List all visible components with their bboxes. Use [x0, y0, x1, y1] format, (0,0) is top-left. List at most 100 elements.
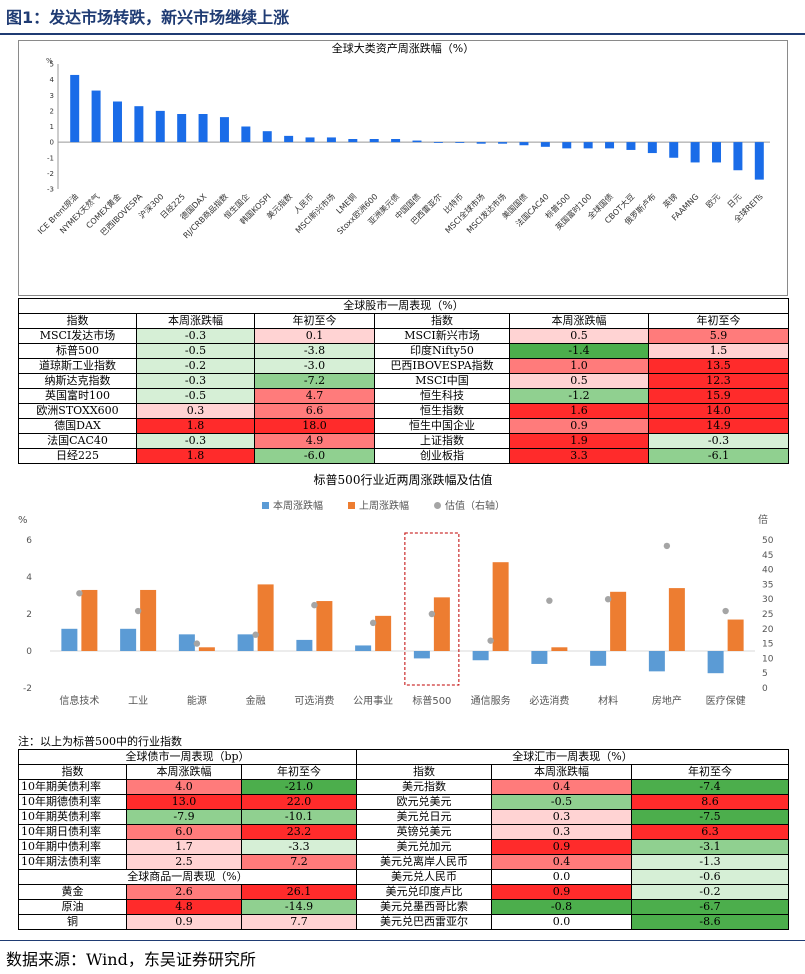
ytd-change: -7.4 [631, 779, 789, 795]
valuation-point [369, 619, 377, 627]
bar-this-week [413, 651, 430, 659]
bar [476, 142, 486, 144]
y-tick-label: 4 [26, 573, 32, 583]
valuation-point [428, 610, 436, 618]
bar [519, 142, 529, 146]
ytd-change: 1.5 [647, 343, 790, 359]
ytd-change: 23.2 [240, 824, 358, 840]
y-tick-label: -2 [23, 684, 32, 694]
ytd-change: 13.5 [647, 358, 790, 374]
fx-pair: 美元兑印度卢比 [356, 884, 492, 900]
index-name: 恒生中国企业 [374, 418, 510, 434]
bar [262, 131, 272, 143]
ytd-change: -6.7 [631, 899, 789, 915]
weekly-change: 0.5 [509, 373, 649, 389]
y2-tick-label: 45 [762, 551, 773, 561]
column-header: 年初至今 [631, 764, 789, 780]
fx-table: 全球汇市一周表现（%） 指数 本周涨跌幅 年初至今 美元指数 0.4 -7.4 欧元兑美元 -… [356, 749, 789, 930]
weekly-change: -0.3 [136, 433, 255, 449]
bar [540, 142, 550, 147]
bar-last-week [668, 588, 685, 651]
y2-tick-label: 40 [762, 566, 774, 576]
weekly-change: 1.0 [509, 358, 649, 374]
weekly-change: -0.5 [491, 794, 632, 810]
bar-this-week [648, 651, 665, 672]
table-row: 美元兑巴西雷亚尔 0.0 -8.6 [356, 914, 789, 930]
y-tick-label: 6 [26, 536, 32, 546]
fx-pair: 美元兑巴西雷亚尔 [356, 914, 492, 930]
bar [134, 106, 144, 143]
index-name: MSCI新兴市场 [374, 328, 510, 344]
y-tick-label: 1 [50, 123, 54, 131]
ytd-change: 6.3 [631, 824, 789, 840]
weekly-change: 1.6 [509, 403, 649, 419]
weekly-change: -0.5 [136, 343, 255, 359]
weekly-change: 0.9 [491, 884, 632, 900]
weekly-change: 0.3 [491, 824, 632, 840]
ytd-change: -14.9 [240, 899, 358, 915]
bar-this-week [707, 651, 724, 674]
weekly-change: 0.0 [491, 869, 632, 885]
bar [91, 90, 101, 143]
ytd-change: -0.2 [631, 884, 789, 900]
index-name: 德国DAX [18, 418, 137, 434]
ytd-change: 14.9 [647, 418, 790, 434]
bar [70, 74, 80, 143]
weekly-change: 2.5 [126, 854, 242, 870]
weekly-change: 0.3 [491, 809, 632, 825]
fx-table-title: 全球汇市一周表现（%） [356, 749, 789, 765]
table-row: 原油 4.8 -14.9 [18, 899, 358, 915]
index-name: 纳斯达克指数 [18, 373, 137, 389]
weekly-change: 0.4 [491, 779, 632, 795]
weekly-change: 2.6 [126, 884, 242, 900]
sector-chart-title: 标普500行业近两周涨跌幅及估值 [313, 473, 493, 487]
valuation-point [546, 597, 553, 604]
ytd-change: 4.9 [254, 433, 375, 449]
equity-table: 全球股市一周表现（%） 指数 本周涨跌幅 年初至今 指数 本周涨跌幅 年初至今 MSCI发达… [17, 298, 790, 464]
index-name: MSCI发达市场 [18, 328, 137, 344]
weekly-change: 0.9 [126, 914, 242, 930]
bond-name: 10年期中债利率 [18, 839, 127, 855]
category-label: 标普500 [412, 694, 451, 707]
valuation-point [663, 542, 671, 550]
table-row: 标普500 -0.5 -3.8 印度Nifty50 -1.4 1.5 [18, 343, 790, 359]
table-row: 美元兑离岸人民币 0.4 -1.3 [356, 854, 789, 870]
bond-name: 10年期法债利率 [18, 854, 127, 870]
bar [369, 139, 379, 143]
ytd-change: -0.3 [647, 433, 790, 449]
header-row: 指数 本周涨跌幅 年初至今 指数 本周涨跌幅 年初至今 [18, 313, 790, 329]
y2-tick-label: 50 [762, 536, 774, 546]
category-label: 可选消费 [294, 694, 334, 707]
ytd-change: -21.0 [240, 779, 358, 795]
ytd-change: 5.9 [647, 328, 790, 344]
index-name: 欧洲STOXX600 [18, 403, 137, 419]
index-name: 巴西IBOVESPA指数 [374, 358, 510, 374]
bar-last-week [257, 584, 274, 651]
ytd-change: -7.2 [254, 373, 375, 389]
table-row: 美元兑加元 0.9 -3.1 [356, 839, 789, 855]
ytd-change: -10.1 [240, 809, 358, 825]
weekly-change: -0.5 [136, 388, 255, 404]
column-header: 本周涨跌幅 [136, 313, 255, 329]
bond-name: 10年期日债利率 [18, 824, 127, 840]
column-header: 年初至今 [240, 764, 358, 780]
ytd-change: 12.3 [647, 373, 790, 389]
y-axis-label: % [18, 515, 28, 526]
valuation-point [76, 590, 83, 597]
y2-tick-label: 20 [762, 625, 774, 635]
table-row: 10年期日债利率 6.0 23.2 [18, 824, 358, 840]
figure-title: 图1：发达市场转跌，新兴市场继续上涨 [6, 8, 290, 27]
bar [326, 137, 336, 143]
valuation-point [193, 640, 201, 647]
ytd-change: 0.1 [254, 328, 375, 344]
asset-chart-title: 全球大类资产周涨跌幅（%） [331, 42, 475, 55]
y2-tick-label: 5 [762, 669, 768, 679]
bar-last-week [492, 562, 509, 651]
column-header: 本周涨跌幅 [126, 764, 242, 780]
bar [155, 110, 165, 143]
bar [348, 139, 358, 143]
weekly-change: 6.0 [126, 824, 242, 840]
commodity-name: 原油 [18, 899, 127, 915]
index-name: 上证指数 [374, 433, 510, 449]
weekly-change: 4.8 [126, 899, 242, 915]
